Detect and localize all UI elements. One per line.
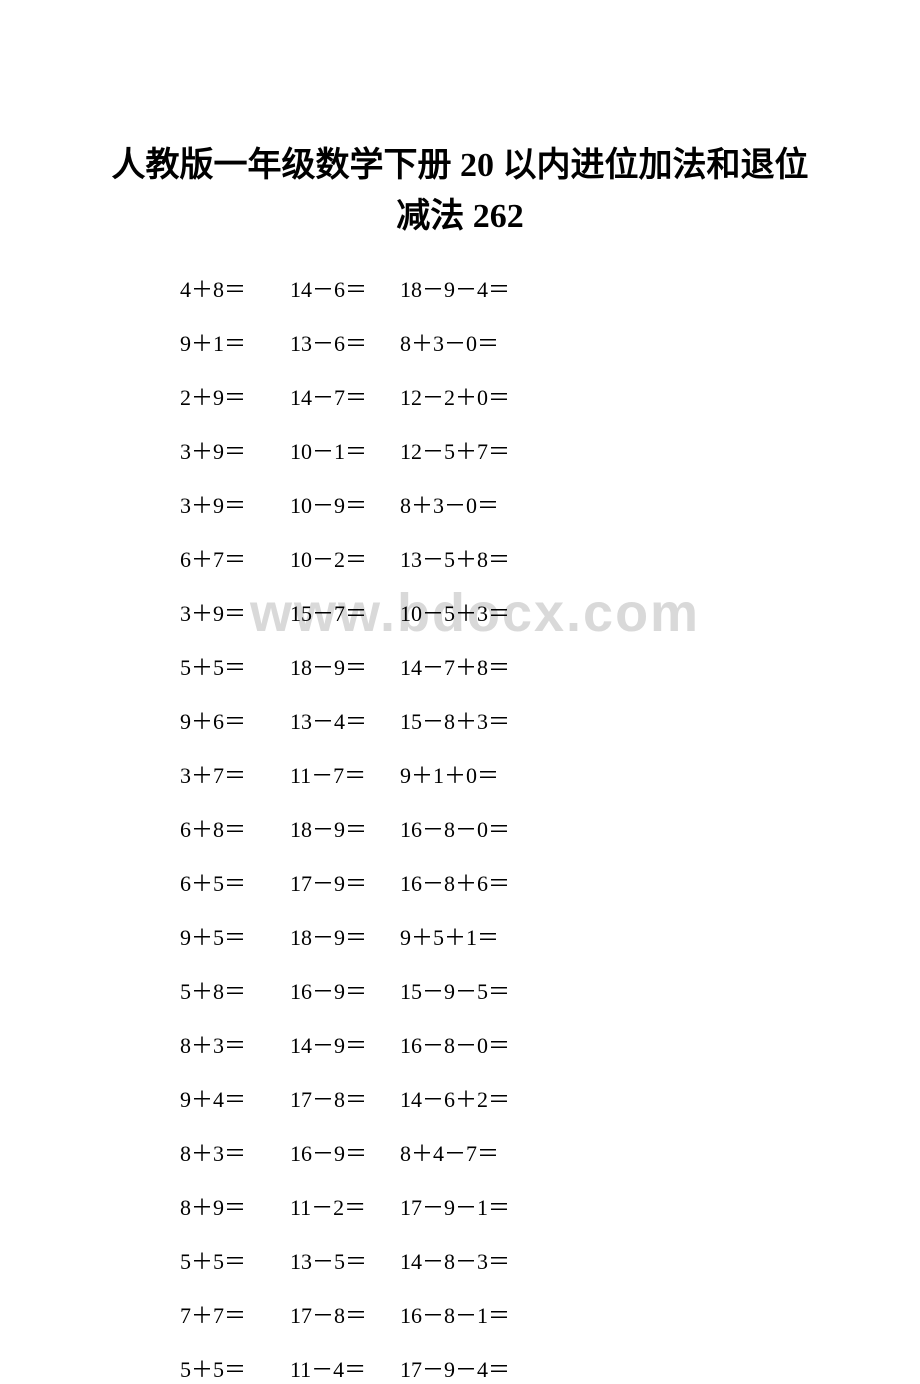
problem-row: 6＋5＝17－9＝16－8＋6＝	[180, 866, 820, 898]
problem-cell: 8＋9＝	[180, 1190, 290, 1222]
problem-cell: 3＋7＝	[180, 758, 290, 790]
problem-cell: 3＋9＝	[180, 434, 290, 466]
problem-row: 8＋3＝14－9＝16－8－0＝	[180, 1028, 820, 1060]
problem-cell: 5＋8＝	[180, 974, 290, 1006]
problem-cell: 16－8－1＝	[400, 1298, 820, 1330]
problem-cell: 17－9＝	[290, 866, 400, 898]
problem-row: 3＋7＝11－7＝9＋1＋0＝	[180, 758, 820, 790]
problem-row: 3＋9＝10－9＝8＋3－0＝	[180, 488, 820, 520]
problem-cell: 2＋9＝	[180, 380, 290, 412]
problem-row: 3＋9＝10－1＝12－5＋7＝	[180, 434, 820, 466]
problem-cell: 8＋3－0＝	[400, 326, 820, 358]
problem-cell: 11－7＝	[290, 758, 400, 790]
problem-cell: 9＋4＝	[180, 1082, 290, 1114]
problem-cell: 17－9－1＝	[400, 1190, 820, 1222]
problem-cell: 5＋5＝	[180, 650, 290, 682]
title-line-1: 人教版一年级数学下册 20 以内进位加法和退位	[100, 140, 820, 191]
problem-cell: 10－5＋3＝	[400, 596, 820, 628]
problem-cell: 6＋7＝	[180, 542, 290, 574]
problem-cell: 7＋7＝	[180, 1298, 290, 1330]
problem-row: 8＋3＝16－9＝8＋4－7＝	[180, 1136, 820, 1168]
problem-cell: 9＋1＝	[180, 326, 290, 358]
problem-cell: 9＋5＝	[180, 920, 290, 952]
problem-row: 9＋5＝18－9＝9＋5＋1＝	[180, 920, 820, 952]
problem-cell: 11－2＝	[290, 1190, 400, 1222]
problem-cell: 8＋3＝	[180, 1028, 290, 1060]
problem-cell: 16－8－0＝	[400, 1028, 820, 1060]
problem-cell: 14－7＝	[290, 380, 400, 412]
problem-cell: 10－9＝	[290, 488, 400, 520]
problem-cell: 6＋8＝	[180, 812, 290, 844]
document-content: 人教版一年级数学下册 20 以内进位加法和退位 减法 262 4＋8＝14－6＝…	[0, 0, 920, 1384]
document-title: 人教版一年级数学下册 20 以内进位加法和退位 减法 262	[100, 140, 820, 242]
problem-cell: 18－9＝	[290, 650, 400, 682]
problem-row: 2＋9＝14－7＝12－2＋0＝	[180, 380, 820, 412]
problem-row: 5＋8＝16－9＝15－9－5＝	[180, 974, 820, 1006]
problem-cell: 3＋9＝	[180, 488, 290, 520]
problem-cell: 6＋5＝	[180, 866, 290, 898]
problem-cell: 3＋9＝	[180, 596, 290, 628]
problem-cell: 5＋5＝	[180, 1244, 290, 1276]
problem-cell: 9＋6＝	[180, 704, 290, 736]
problem-row: 6＋7＝10－2＝13－5＋8＝	[180, 542, 820, 574]
problem-cell: 13－4＝	[290, 704, 400, 736]
problem-row: 3＋9＝15－7＝10－5＋3＝	[180, 596, 820, 628]
problem-row: 4＋8＝14－6＝18－9－4＝	[180, 272, 820, 304]
problem-row: 5＋5＝18－9＝14－7＋8＝	[180, 650, 820, 682]
problem-row: 6＋8＝18－9＝16－8－0＝	[180, 812, 820, 844]
problem-cell: 9＋5＋1＝	[400, 920, 820, 952]
problem-cell: 13－5＋8＝	[400, 542, 820, 574]
problem-cell: 16－9＝	[290, 974, 400, 1006]
problem-cell: 16－8－0＝	[400, 812, 820, 844]
problem-cell: 14－8－3＝	[400, 1244, 820, 1276]
problem-cell: 17－8＝	[290, 1082, 400, 1114]
problem-cell: 16－9＝	[290, 1136, 400, 1168]
problem-cell: 10－1＝	[290, 434, 400, 466]
problem-cell: 15－8＋3＝	[400, 704, 820, 736]
problem-row: 5＋5＝11－4＝17－9－4＝	[180, 1352, 820, 1384]
problem-cell: 14－7＋8＝	[400, 650, 820, 682]
problem-cell: 18－9－4＝	[400, 272, 820, 304]
problems-container: 4＋8＝14－6＝18－9－4＝9＋1＝13－6＝8＋3－0＝2＋9＝14－7＝…	[100, 272, 820, 1384]
problem-cell: 17－8＝	[290, 1298, 400, 1330]
problem-cell: 15－7＝	[290, 596, 400, 628]
problem-cell: 8＋4－7＝	[400, 1136, 820, 1168]
problem-row: 9＋6＝13－4＝15－8＋3＝	[180, 704, 820, 736]
title-line-2: 减法 262	[100, 191, 820, 242]
problem-cell: 18－9＝	[290, 920, 400, 952]
problem-cell: 5＋5＝	[180, 1352, 290, 1384]
problem-cell: 17－9－4＝	[400, 1352, 820, 1384]
problem-cell: 18－9＝	[290, 812, 400, 844]
problem-cell: 15－9－5＝	[400, 974, 820, 1006]
problem-cell: 12－5＋7＝	[400, 434, 820, 466]
problem-cell: 8＋3－0＝	[400, 488, 820, 520]
problem-row: 7＋7＝17－8＝16－8－1＝	[180, 1298, 820, 1330]
problem-cell: 14－6＋2＝	[400, 1082, 820, 1114]
problem-row: 9＋4＝17－8＝14－6＋2＝	[180, 1082, 820, 1114]
problem-cell: 4＋8＝	[180, 272, 290, 304]
problem-cell: 10－2＝	[290, 542, 400, 574]
problem-row: 9＋1＝13－6＝8＋3－0＝	[180, 326, 820, 358]
problem-cell: 16－8＋6＝	[400, 866, 820, 898]
problem-cell: 14－9＝	[290, 1028, 400, 1060]
problem-cell: 8＋3＝	[180, 1136, 290, 1168]
problem-cell: 14－6＝	[290, 272, 400, 304]
problem-cell: 13－5＝	[290, 1244, 400, 1276]
problem-cell: 9＋1＋0＝	[400, 758, 820, 790]
problem-row: 8＋9＝11－2＝17－9－1＝	[180, 1190, 820, 1222]
problem-cell: 12－2＋0＝	[400, 380, 820, 412]
problem-cell: 11－4＝	[290, 1352, 400, 1384]
problem-cell: 13－6＝	[290, 326, 400, 358]
problem-row: 5＋5＝13－5＝14－8－3＝	[180, 1244, 820, 1276]
